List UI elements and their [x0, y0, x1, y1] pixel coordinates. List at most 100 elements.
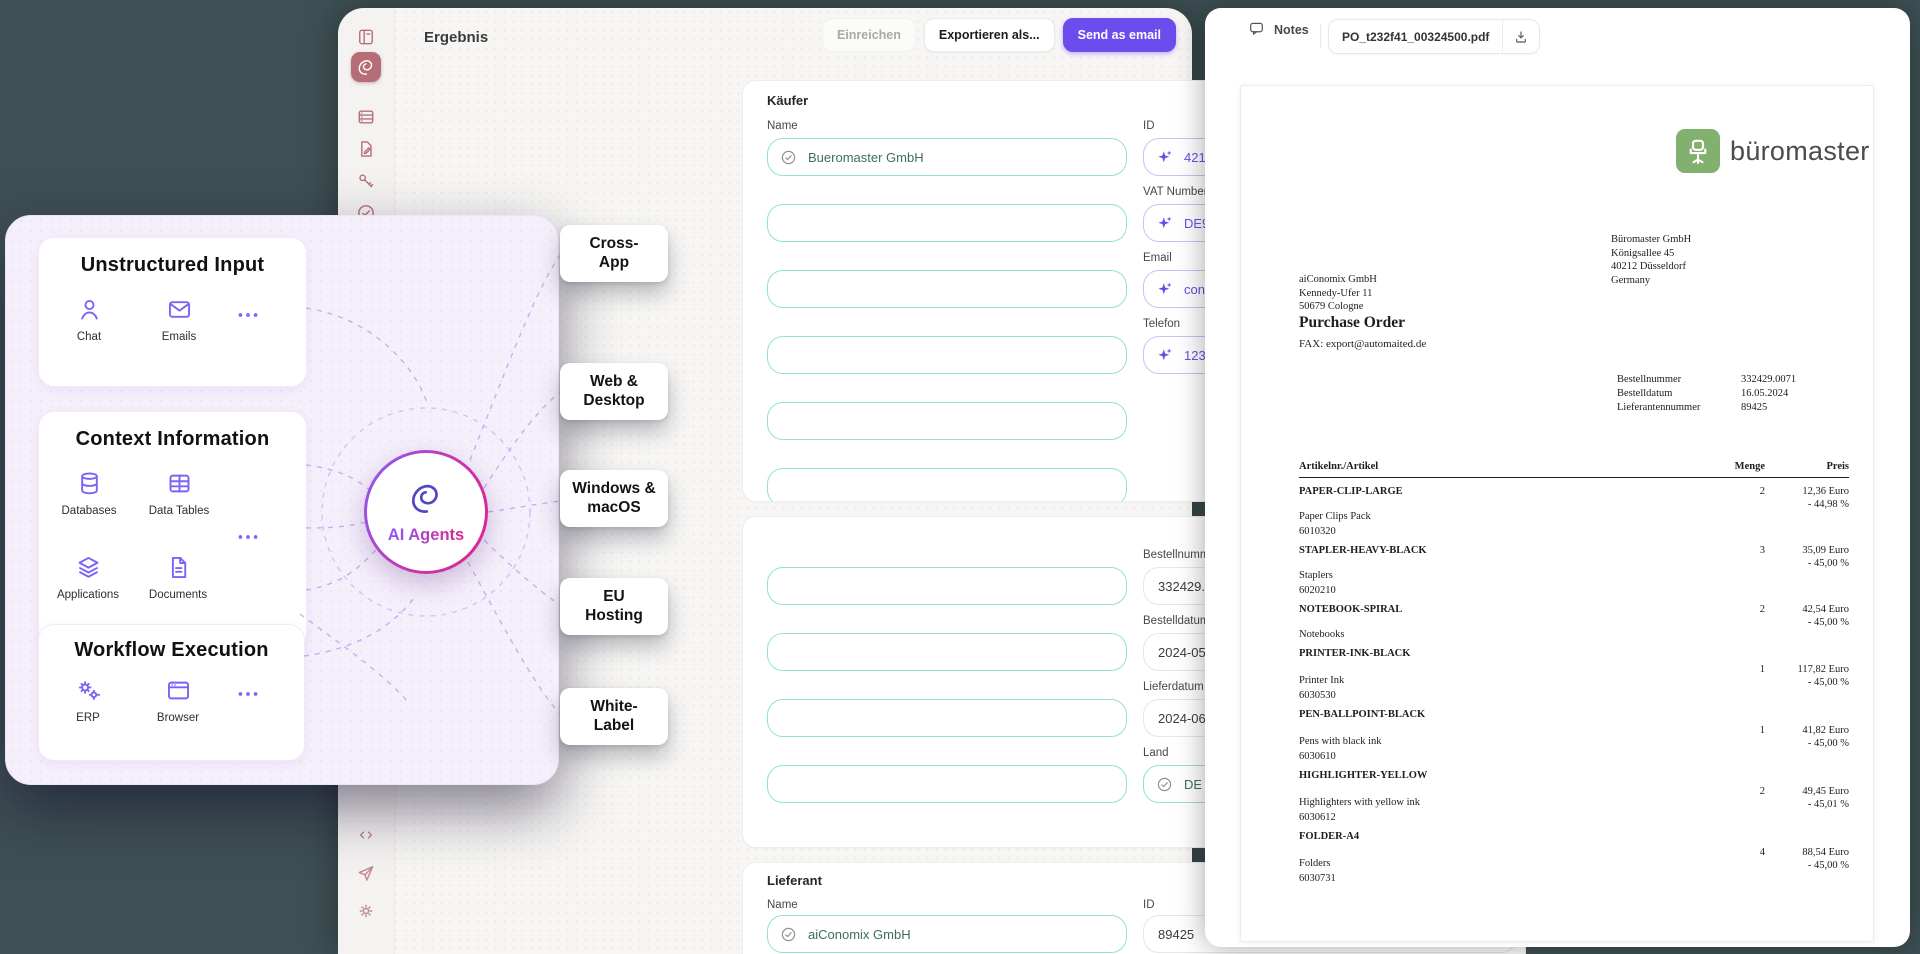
field-input-name[interactable] [806, 925, 1114, 943]
item-discount: - 45,00 % [1807, 860, 1849, 871]
obscured-field-input[interactable] [780, 412, 1114, 430]
automaited-logo-icon [407, 479, 445, 522]
browser-icon [165, 677, 192, 704]
item-description: Paper Clips Pack [1299, 511, 1371, 522]
item-article-number: 6030612 [1299, 812, 1336, 823]
overlay-item-chat: Chat [43, 296, 135, 343]
obscured-field-input[interactable] [780, 346, 1114, 364]
order-meta: Bestellnummer 332429.0071 Bestelldatum 16.0… [1617, 373, 1796, 415]
address-line: Büromaster GmbH [1611, 234, 1692, 245]
item-qty: 1 [1759, 664, 1765, 675]
item-discount: - 45,00 % [1807, 558, 1849, 569]
item-sku: FOLDER-A4 [1299, 831, 1360, 842]
obscured-field [767, 633, 1127, 671]
send-icon[interactable] [356, 863, 376, 883]
item-discount: - 45,00 % [1807, 677, 1849, 688]
obscured-field [767, 468, 1127, 501]
item-price: 41,82 Euro [1802, 725, 1849, 736]
order-meta-row: Bestellnummer 332429.0071 [1617, 373, 1796, 387]
item-article-number: 6030530 [1299, 690, 1336, 701]
meta-label: Bestelldatum [1617, 388, 1673, 399]
meta-value: 16.05.2024 [1741, 388, 1789, 399]
check-circle-icon [780, 926, 797, 943]
page-title: Ergebnis [424, 29, 489, 46]
sparkle-icon [1156, 347, 1173, 364]
item-qty: 2 [1759, 604, 1765, 615]
doc-edit-icon[interactable] [356, 139, 376, 159]
check-circle-icon [1156, 776, 1173, 793]
item-sku: PRINTER-INK-BLACK [1299, 648, 1411, 659]
item-description: Staplers [1299, 570, 1333, 581]
header-divider [1320, 24, 1321, 48]
automaited-logo-icon[interactable] [351, 52, 381, 82]
item-sku: STAPLER-HEAVY-BLACK [1299, 545, 1427, 556]
overlay-card-title: Context Information [75, 428, 270, 450]
notes-toggle[interactable]: Notes [1248, 20, 1309, 40]
ellipsis-icon [235, 524, 261, 555]
email-icon [166, 296, 193, 323]
overlay-item-label: Data Tables [148, 505, 210, 517]
item-price: 12,36 Euro [1802, 486, 1849, 497]
field-label-bestellnummer: Bestellnummer [1143, 549, 1220, 561]
feature-chip-windows-macos: Windows & macOS [560, 470, 668, 527]
order-meta-row: Lieferantennummer 89425 [1617, 401, 1796, 415]
document-icon [165, 554, 192, 581]
item-sku: PEN-BALLPOINT-BLACK [1299, 709, 1426, 720]
obscured-field-input[interactable] [780, 709, 1114, 727]
rows-icon[interactable] [356, 107, 376, 127]
obscured-field-input[interactable] [780, 775, 1114, 793]
table-row: HIGHLIGHTER-YELLOW 2 49,45 Euro - 45,01 % Hi… [1299, 769, 1849, 830]
item-price: 88,54 Euro [1802, 847, 1849, 858]
item-qty: 3 [1759, 545, 1765, 556]
section-title: Käufer [767, 93, 809, 108]
key-icon[interactable] [356, 171, 376, 191]
file-name: PO_t232f41_00324500.pdf [1342, 29, 1490, 44]
einreichen-button[interactable]: Einreichen [821, 18, 916, 52]
applications-icon [75, 554, 102, 581]
pages-icon[interactable] [356, 27, 376, 47]
feature-chip-eu-hosting: EU Hosting [560, 578, 668, 635]
overlay-item-label: ERP [76, 712, 100, 724]
overlay-card-context-information: Context Information Databases Data Tables A… [38, 411, 307, 650]
obscured-field [767, 336, 1127, 374]
address-line: 40212 Düsseldorf [1611, 261, 1686, 272]
overlay-item-label: Documents [148, 589, 208, 601]
gear-icon[interactable] [356, 901, 376, 921]
obscured-field-input[interactable] [780, 577, 1114, 595]
send-as-email-button[interactable]: Send as email [1062, 18, 1176, 52]
field-input-name[interactable] [806, 148, 1114, 166]
download-button[interactable] [1502, 20, 1539, 53]
overlay-item-browser: Browser [132, 677, 224, 724]
obscured-field [767, 699, 1127, 737]
obscured-field-input[interactable] [780, 478, 1114, 496]
item-qty: 2 [1759, 486, 1765, 497]
obscured-field [767, 204, 1127, 242]
item-description: Printer Ink [1299, 675, 1345, 686]
obscured-field-input[interactable] [780, 280, 1114, 298]
office-chair-icon [1676, 129, 1720, 173]
table-row: PAPER-CLIP-LARGE 2 12,36 Euro - 44,98 % Pape… [1299, 485, 1849, 544]
ellipsis-icon [235, 681, 261, 712]
overlay-item-label: Chat [76, 331, 102, 343]
document-title: Purchase Order [1299, 314, 1406, 331]
item-article-number: 6030731 [1299, 873, 1336, 884]
item-price: 117,82 Euro [1797, 664, 1849, 675]
field-label-email: Email [1143, 252, 1172, 264]
file-pill[interactable]: PO_t232f41_00324500.pdf [1328, 19, 1541, 54]
sparkle-icon [1156, 215, 1173, 232]
col-header-preis: Preis [1826, 461, 1849, 472]
overlay-card-title: Unstructured Input [80, 254, 265, 276]
exportieren-als--button[interactable]: Exportieren als... [923, 18, 1055, 52]
check-circle-icon [780, 149, 797, 166]
field-label-land: Land [1143, 747, 1169, 759]
obscured-field-input[interactable] [780, 643, 1114, 661]
code-icon[interactable] [356, 825, 376, 845]
ai-agents-circle: AI Agents [364, 450, 488, 574]
sender-address: Büromaster GmbH Königsallee 45 40212 Düsse… [1611, 233, 1691, 287]
item-sku: HIGHLIGHTER-YELLOW [1299, 770, 1428, 781]
header-actions: Einreichen Exportieren als... Send as emai… [821, 18, 1176, 52]
obscured-field-input[interactable] [780, 214, 1114, 232]
item-sku: PAPER-CLIP-LARGE [1299, 486, 1403, 497]
overlay-item-label: Emails [161, 331, 197, 343]
